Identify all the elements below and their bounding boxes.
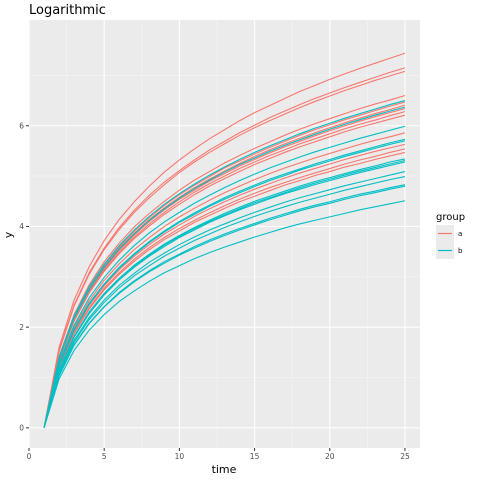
- series-line-b-18: [43, 140, 406, 428]
- series-line-a-12: [43, 148, 406, 428]
- y-tick-label: 2: [19, 323, 24, 332]
- series-line-b-26: [43, 200, 406, 429]
- series-line-b-16: [43, 125, 406, 428]
- series-line-b-22: [43, 171, 406, 429]
- x-tick-label: 10: [175, 452, 185, 461]
- series-line-a-11: [43, 143, 406, 428]
- x-tick-label: 0: [27, 452, 32, 461]
- series-line-a-8: [43, 111, 406, 428]
- legend-title: group: [436, 212, 465, 223]
- series-line-a-5: [43, 101, 406, 428]
- x-axis-title: time: [212, 463, 237, 476]
- x-tick-label: 25: [400, 452, 410, 461]
- series-line-a-4: [43, 95, 406, 428]
- y-axis-title: y: [2, 231, 15, 238]
- series-line-a-2: [43, 67, 406, 428]
- y-tick-label: 6: [19, 122, 24, 131]
- major-gridlines: [28, 20, 420, 448]
- legend-label-a: a: [458, 230, 462, 238]
- chart-title: Logarithmic: [29, 3, 106, 18]
- y-tick-label: 0: [19, 424, 24, 433]
- series-line-b-15: [43, 106, 406, 428]
- x-tick-label: 15: [250, 452, 260, 461]
- series-line-a-13: [43, 151, 406, 428]
- series-line-b-14: [43, 100, 406, 428]
- series-line-a-3: [43, 70, 406, 428]
- y-tick-label: 4: [19, 222, 24, 231]
- y-axis: 0 2 4 6: [19, 122, 29, 433]
- series-lines: [43, 52, 406, 429]
- series-line-b-20: [43, 159, 406, 428]
- series-line-b-21: [43, 161, 406, 428]
- legend-label-b: b: [458, 247, 463, 255]
- legend-keys: ab: [436, 225, 463, 259]
- x-axis: 0 5 10 15 20 25: [27, 448, 410, 461]
- series-line-a-10: [43, 132, 406, 428]
- x-tick-label: 5: [102, 452, 107, 461]
- series-line-a-7: [43, 108, 406, 428]
- legend: group ab: [436, 212, 465, 259]
- series-line-a-9: [43, 114, 406, 428]
- series-line-b-25: [43, 185, 406, 429]
- series-line-a-1: [43, 52, 406, 428]
- series-line-b-23: [43, 176, 406, 429]
- x-tick-label: 20: [325, 452, 335, 461]
